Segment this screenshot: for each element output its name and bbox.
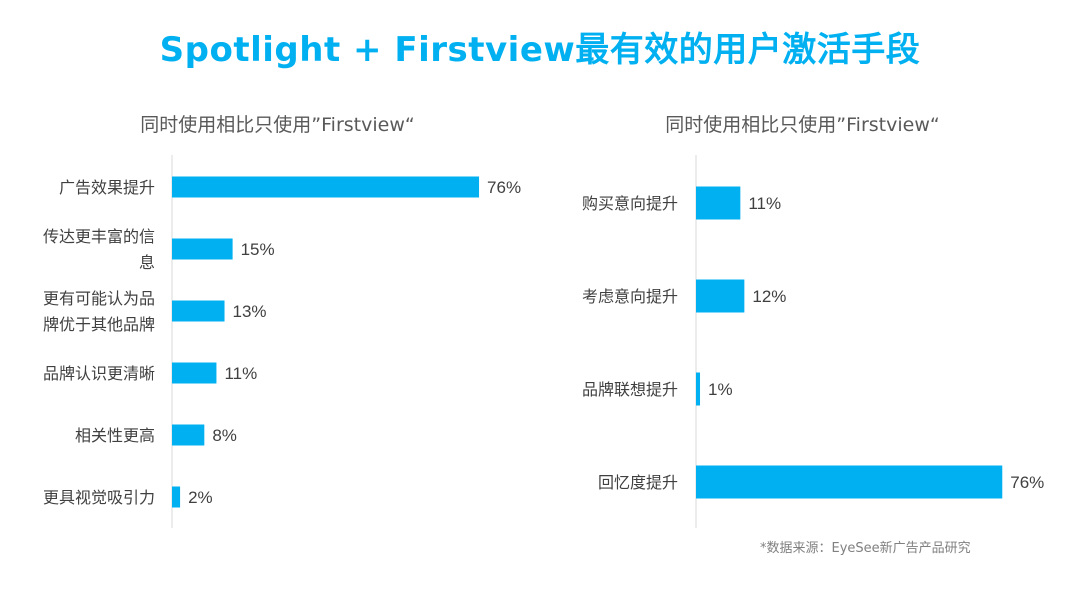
left-category-label: 品牌认识更清晰 [43,364,155,383]
left-bar [172,300,225,322]
left-category-label: 相关性更高 [75,426,155,445]
left-category-label: 更有可能认为品 [43,289,155,308]
left-bar [172,362,217,384]
right-bar [696,465,1003,499]
right-bar [696,279,745,313]
left-value-label: 13% [233,302,267,321]
right-bar [696,186,741,220]
right-bar [696,372,701,406]
left-bar [172,486,181,508]
right-value-label: 76% [1010,473,1044,492]
left-bar [172,176,480,198]
left-category-label: 更具视觉吸引力 [43,488,155,507]
right-value-label: 12% [752,287,786,306]
left-chart-title: 同时使用相比只使用”Firstview“ [140,114,415,136]
left-value-label: 2% [188,488,213,507]
right-value-label: 1% [708,380,733,399]
left-category-label: 牌优于其他品牌 [43,315,155,334]
left-bar [172,238,233,260]
right-category-label: 品牌联想提升 [582,380,678,399]
left-value-label: 15% [241,240,275,259]
right-category-label: 考虑意向提升 [582,287,678,306]
left-bar [172,424,205,446]
right-value-label: 11% [748,194,781,213]
right-chart-title: 同时使用相比只使用”Firstview“ [665,114,940,136]
left-value-label: 76% [487,178,521,197]
left-category-label: 息 [139,253,155,272]
left-value-label: 8% [212,426,237,445]
right-category-label: 回忆度提升 [598,473,678,492]
right-category-label: 购买意向提升 [582,194,678,213]
left-value-label: 11% [224,364,257,383]
source-note: *数据来源：EyeSee新广告产品研究 [760,541,971,556]
left-category-label: 传达更丰富的信 [43,227,155,246]
left-category-label: 广告效果提升 [59,178,155,197]
page-title: Spotlight + Firstview最有效的用户激活手段 [159,30,921,70]
